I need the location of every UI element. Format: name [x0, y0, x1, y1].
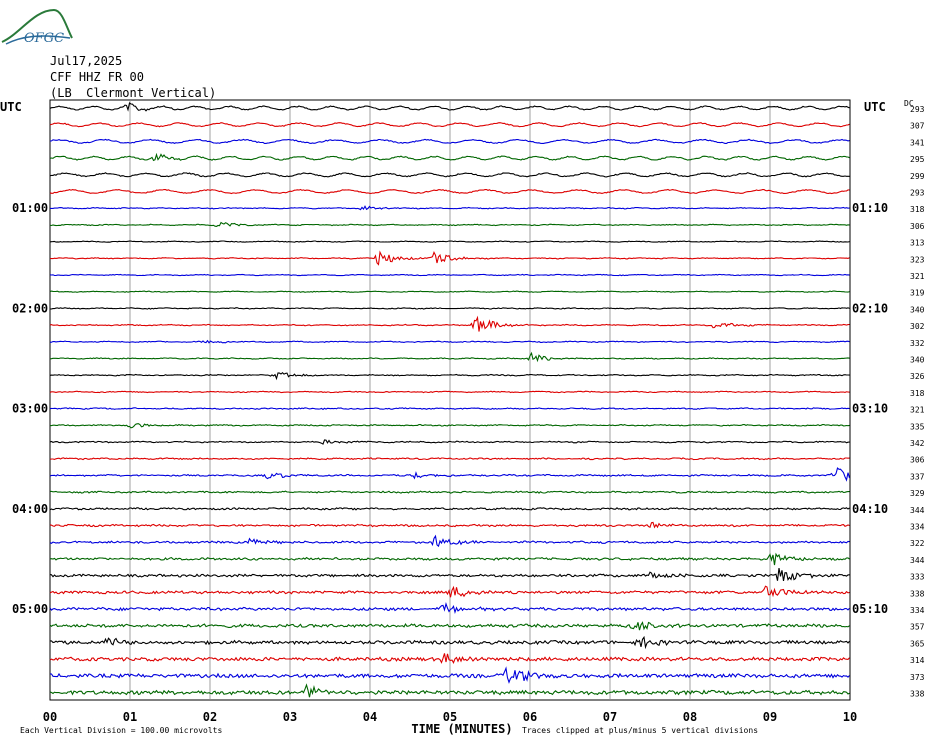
dc-value-label: 334 [910, 606, 925, 615]
dc-value-label: 293 [910, 105, 925, 114]
dc-value-label: 373 [910, 673, 925, 682]
left-time-label: 05:00 [12, 602, 48, 616]
dc-value-label: 332 [910, 339, 925, 348]
right-time-label: 03:10 [852, 402, 888, 416]
dc-value-label: 323 [910, 255, 925, 264]
left-time-label: 03:00 [12, 402, 48, 416]
dc-value-label: 314 [910, 656, 925, 665]
dc-value-label: 313 [910, 239, 925, 248]
dc-value-label: 295 [910, 155, 925, 164]
x-tick-label: 08 [683, 710, 697, 724]
left-time-label: 02:00 [12, 301, 48, 315]
dc-value-label: 318 [910, 205, 925, 214]
dc-value-label: 340 [910, 305, 925, 314]
clip-note: Traces clipped at plus/minus 5 vertical … [522, 726, 758, 735]
dc-value-label: 326 [910, 372, 925, 381]
scale-note: Each Vertical Division = 100.00 microvol… [20, 726, 222, 735]
dc-value-label: 337 [910, 472, 925, 481]
x-tick-label: 00 [43, 710, 57, 724]
dc-value-label: 299 [910, 172, 925, 181]
dc-value-label: 318 [910, 389, 925, 398]
dc-value-label: 357 [910, 623, 925, 632]
dc-value-label: 335 [910, 422, 925, 431]
left-time-label: 01:00 [12, 201, 48, 215]
right-time-label: 01:10 [852, 201, 888, 215]
dc-value-label: 307 [910, 122, 925, 131]
x-tick-label: 03 [283, 710, 297, 724]
x-tick-label: 10 [843, 710, 857, 724]
dc-value-label: 338 [910, 690, 925, 699]
dc-value-label: 333 [910, 573, 925, 582]
x-tick-label: 07 [603, 710, 617, 724]
right-time-label: 05:10 [852, 602, 888, 616]
dc-value-label: 319 [910, 289, 925, 298]
left-utc-label: UTC [0, 100, 22, 114]
dc-value-label: 302 [910, 322, 925, 331]
dc-value-label: 340 [910, 356, 925, 365]
right-utc-label: UTC [864, 100, 886, 114]
right-time-label: 04:10 [852, 502, 888, 516]
trace-line [50, 274, 850, 275]
dc-value-label: 338 [910, 589, 925, 598]
trace-line [50, 291, 850, 292]
dc-value-label: 321 [910, 272, 925, 281]
dc-value-label: 365 [910, 639, 925, 648]
x-axis-title: TIME (MINUTES) [411, 722, 512, 736]
x-tick-label: 02 [203, 710, 217, 724]
dc-value-label: 306 [910, 456, 925, 465]
dc-value-label: 322 [910, 539, 925, 548]
x-tick-label: 06 [523, 710, 537, 724]
x-tick-label: 09 [763, 710, 777, 724]
dc-value-label: 329 [910, 489, 925, 498]
dc-value-label: 321 [910, 406, 925, 415]
dc-value-label: 334 [910, 523, 925, 532]
left-time-label: 04:00 [12, 502, 48, 516]
dc-value-label: 344 [910, 556, 925, 565]
x-tick-label: 01 [123, 710, 137, 724]
dc-value-label: 306 [910, 222, 925, 231]
dc-value-label: 344 [910, 506, 925, 515]
dc-value-label: 293 [910, 189, 925, 198]
dc-value-label: 341 [910, 138, 925, 147]
right-time-label: 02:10 [852, 301, 888, 315]
dc-value-label: 342 [910, 439, 925, 448]
x-tick-label: 04 [363, 710, 377, 724]
